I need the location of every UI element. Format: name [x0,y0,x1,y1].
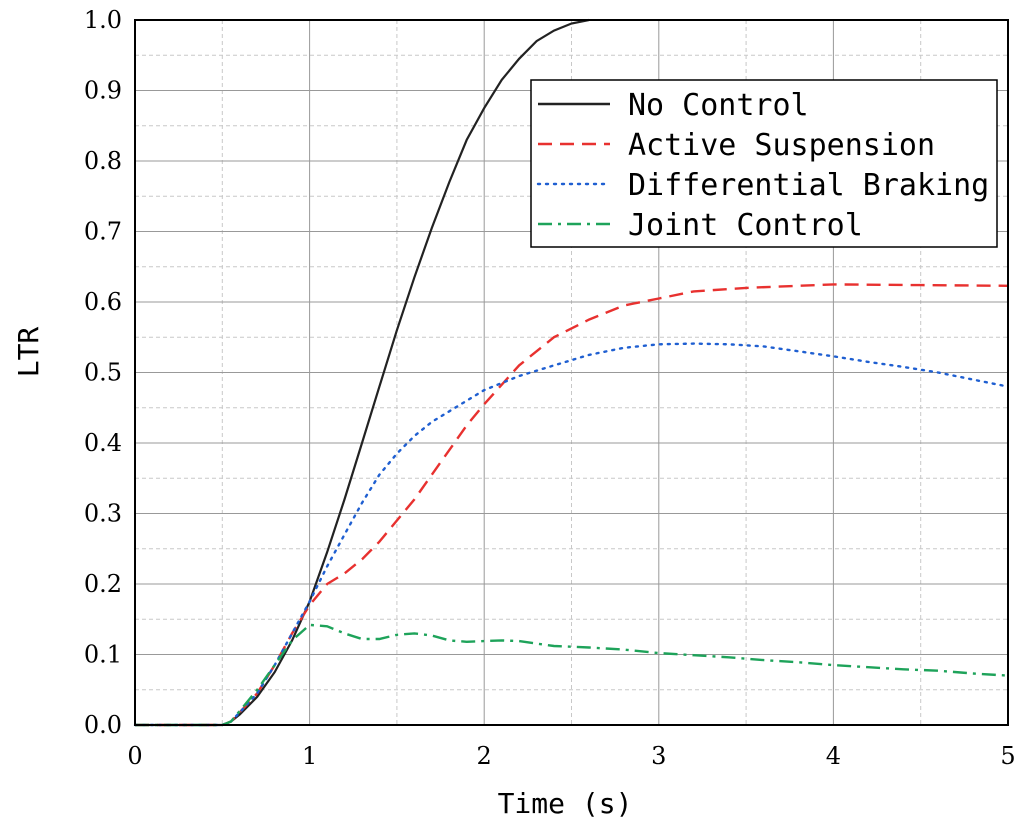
plot-frame [134,19,1009,726]
legend: No Control Active Suspension Differential … [530,79,998,248]
y-tick-labels: 0.0 0.1 0.2 0.3 0.4 0.5 0.6 0.7 0.8 0.9 1.0 [84,6,122,739]
x-tick-label: 1 [302,742,317,770]
y-tick-label: 0.4 [84,429,122,457]
y-tick-label: 0.6 [84,288,122,316]
series-line-no-control [135,18,590,727]
x-axis-title: Time (s) [498,787,633,820]
y-tick-label: 0.1 [84,641,122,669]
x-tick-label: 0 [127,742,142,770]
legend-label: Differential Braking [628,168,989,203]
legend-box [530,79,998,248]
y-tick-label: 0.8 [84,147,122,175]
x-tick-label: 2 [477,742,492,770]
x-tick-label: 4 [826,742,841,770]
y-tick-label: 0.3 [84,500,122,528]
x-tick-label: 3 [651,742,666,770]
x-tick-labels: 0 1 2 3 4 5 [127,742,1015,770]
y-tick-label: 0.7 [84,218,122,246]
series-line-active-suspension [135,283,1009,727]
series-layer [133,18,1010,727]
y-tick-label: 0.5 [84,359,122,387]
series-line-joint-control [135,623,1009,727]
legend-label: Joint Control [628,208,863,243]
series-line-differential-braking [133,342,1010,727]
legend-label: No Control [628,88,809,123]
y-tick-label: 0.9 [84,77,122,105]
x-tick-label: 5 [1000,742,1015,770]
y-axis-title: LTR [12,327,45,378]
y-tick-label: 1.0 [84,6,122,34]
y-tick-label: 0.2 [84,570,122,598]
y-tick-label: 0.0 [84,711,122,739]
legend-label: Active Suspension [628,128,935,163]
